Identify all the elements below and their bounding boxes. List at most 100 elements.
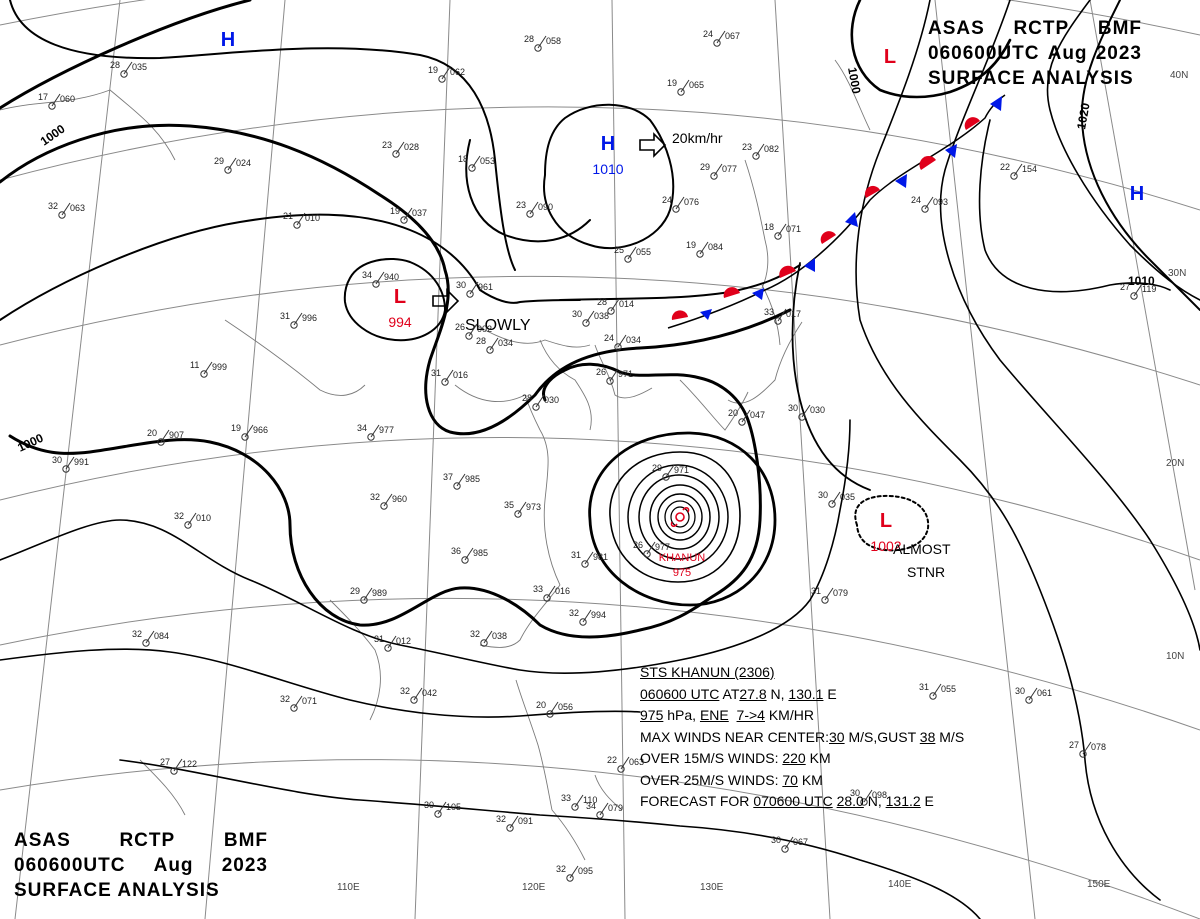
station-circle: [372, 280, 380, 288]
wind-barb: [437, 801, 447, 815]
wind-barb: [574, 794, 584, 808]
station-pressure: 985: [465, 474, 480, 484]
station-pressure: 122: [182, 759, 197, 769]
station-plot: 19 966: [231, 423, 268, 441]
station-plot: 27 122: [160, 757, 197, 775]
station-plot: 35 973: [504, 500, 541, 518]
station-pressure: 095: [578, 866, 593, 876]
station-circle: [798, 413, 806, 421]
station-circle: [480, 639, 488, 647]
station-circle: [662, 473, 670, 481]
station-temperature: 28: [476, 336, 486, 346]
station-plot: 29 989: [350, 586, 387, 604]
station-pressure: 035: [132, 62, 147, 72]
station-temperature: 32: [569, 608, 579, 618]
station-plot: 20 047: [728, 408, 765, 426]
station-circle: [526, 210, 534, 218]
station-pressure: 991: [74, 457, 89, 467]
station-plot: 22 063: [607, 755, 644, 773]
wind-barb: [609, 368, 619, 382]
station-pressure: 017: [786, 309, 801, 319]
wind-barb: [741, 409, 751, 423]
wind-barb: [784, 836, 794, 850]
station-circle: [241, 433, 249, 441]
station-pressure: 016: [453, 370, 468, 380]
station-plot: 23 028: [382, 140, 419, 158]
station-circle: [606, 377, 614, 385]
station-plot: 32 091: [496, 814, 533, 832]
station-temperature: 24: [703, 29, 713, 39]
wind-barb: [456, 473, 466, 487]
wind-barb: [620, 756, 630, 770]
wind-barb: [395, 141, 405, 155]
station-temperature: 31: [919, 682, 929, 692]
station-circle: [566, 874, 574, 882]
isobar-value-label: 1010: [1128, 274, 1155, 288]
station-circle: [672, 205, 680, 213]
station-circle: [581, 560, 589, 568]
wind-barb: [244, 424, 254, 438]
station-plot: 33 110: [561, 793, 597, 811]
latitude-label: 30N: [1168, 268, 1186, 279]
station-plot: 18 053: [458, 154, 495, 172]
motion-arrows: [432, 132, 667, 314]
station-temperature: 32: [496, 814, 506, 824]
station-plot: 24 093: [911, 195, 948, 213]
chart-header-bottom-left: ASAS RCTP BMF 060600UTC Aug 2023 SURFACE…: [14, 828, 268, 903]
motion-label: STNR: [907, 564, 945, 580]
station-plot: 24 076: [662, 195, 699, 213]
station-circle: [752, 152, 760, 160]
station-temperature: 33: [533, 584, 543, 594]
wind-barb: [468, 323, 478, 337]
station-temperature: 29: [350, 586, 360, 596]
station-plot: 31 996: [280, 311, 317, 329]
station-circle: [713, 39, 721, 47]
station-circle: [579, 618, 587, 626]
station-pressure: 082: [764, 144, 779, 154]
header-agency: ASAS: [14, 830, 71, 851]
station-pressure: 966: [253, 425, 268, 435]
high-pressure-center: H: [1130, 183, 1144, 205]
wind-barb: [1013, 163, 1023, 177]
station-pressure: 973: [526, 502, 541, 512]
wind-barb: [599, 802, 609, 816]
pressure-systems: H L H H 1010 L 994 L 1002 KHANUN 975: [221, 29, 1144, 579]
wind-barb: [569, 865, 579, 879]
station-plot: 19 065: [667, 78, 704, 96]
station-circle: [617, 765, 625, 773]
typhoon-name: KHANUN: [659, 552, 706, 564]
station-pressure: 996: [302, 313, 317, 323]
station-temperature: 32: [174, 511, 184, 521]
station-plot: 23 090: [516, 200, 553, 218]
station-pressure: 079: [833, 588, 848, 598]
wind-barb: [777, 223, 787, 237]
station-pressure: 154: [1022, 164, 1037, 174]
typhoon-pressure: 975: [673, 567, 691, 579]
station-plot: 30 035: [818, 490, 855, 508]
wind-barb: [65, 456, 75, 470]
station-plot: 26 971: [596, 367, 633, 385]
wind-barb: [296, 212, 306, 226]
station-circle: [1079, 750, 1087, 758]
station-circle: [466, 290, 474, 298]
station-circle: [360, 596, 368, 604]
station-pressure: 010: [196, 513, 211, 523]
wind-barb: [51, 93, 61, 107]
station-plot: 28 030: [522, 393, 559, 411]
low-pressure-center: L 994: [388, 286, 412, 330]
wind-barb: [509, 815, 519, 829]
station-temperature: 32: [132, 629, 142, 639]
station-circle: [1130, 292, 1138, 300]
station-temperature: 23: [742, 142, 752, 152]
station-pressure: 047: [750, 410, 765, 420]
station-pressure: 971: [618, 369, 633, 379]
station-pressure: 084: [708, 242, 723, 252]
station-circle: [380, 502, 388, 510]
station-pressure: 053: [480, 156, 495, 166]
station-plot: 34 940: [362, 270, 399, 288]
station-plot: 31 981: [571, 550, 608, 568]
station-circle: [582, 319, 590, 327]
station-temperature: 30: [572, 309, 582, 319]
station-temperature: 19: [428, 65, 438, 75]
